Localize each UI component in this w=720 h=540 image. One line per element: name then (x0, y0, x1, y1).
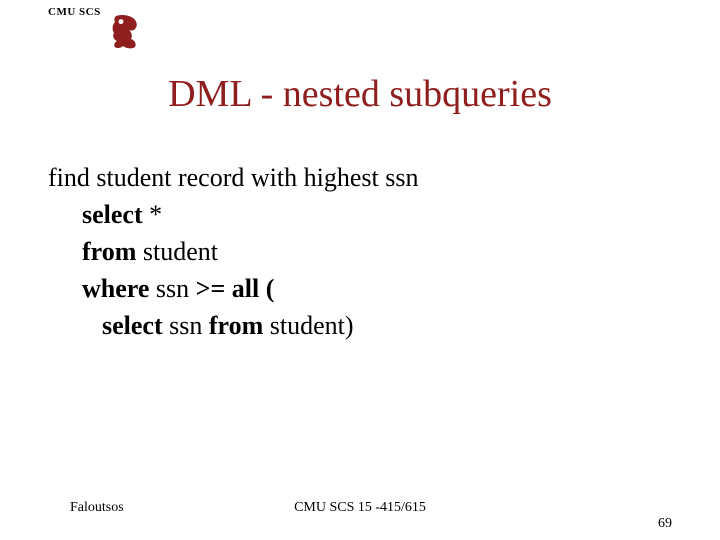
footer-author: Faloutsos (70, 500, 124, 516)
text: student (143, 237, 218, 266)
keyword: from (82, 237, 143, 266)
header-label: CMU SCS (48, 6, 101, 18)
text: * (149, 200, 162, 229)
slide-footer: Faloutsos CMU SCS 15 -415/615 69 (0, 500, 720, 516)
body-line: where ssn >= all ( (48, 271, 672, 308)
body-line: select * (48, 197, 672, 234)
slide-body: find student record with highest ssn sel… (48, 160, 672, 345)
slide-title: DML - nested subqueries (0, 72, 720, 116)
keyword: select (102, 311, 169, 340)
griffin-logo-icon (111, 14, 141, 50)
text: ssn (156, 274, 196, 303)
keyword: where (82, 274, 156, 303)
keyword: select (82, 200, 149, 229)
body-line: find student record with highest ssn (48, 160, 672, 197)
keyword: >= all ( (196, 274, 275, 303)
body-line: from student (48, 234, 672, 271)
keyword: from (209, 311, 270, 340)
body-line: select ssn from student) (48, 308, 672, 345)
slide: CMU SCS DML - nested subqueries find stu… (0, 0, 720, 540)
footer-page-number: 69 (658, 516, 672, 532)
slide-header: CMU SCS (48, 6, 141, 50)
text: ssn (169, 311, 209, 340)
text: student) (270, 311, 354, 340)
